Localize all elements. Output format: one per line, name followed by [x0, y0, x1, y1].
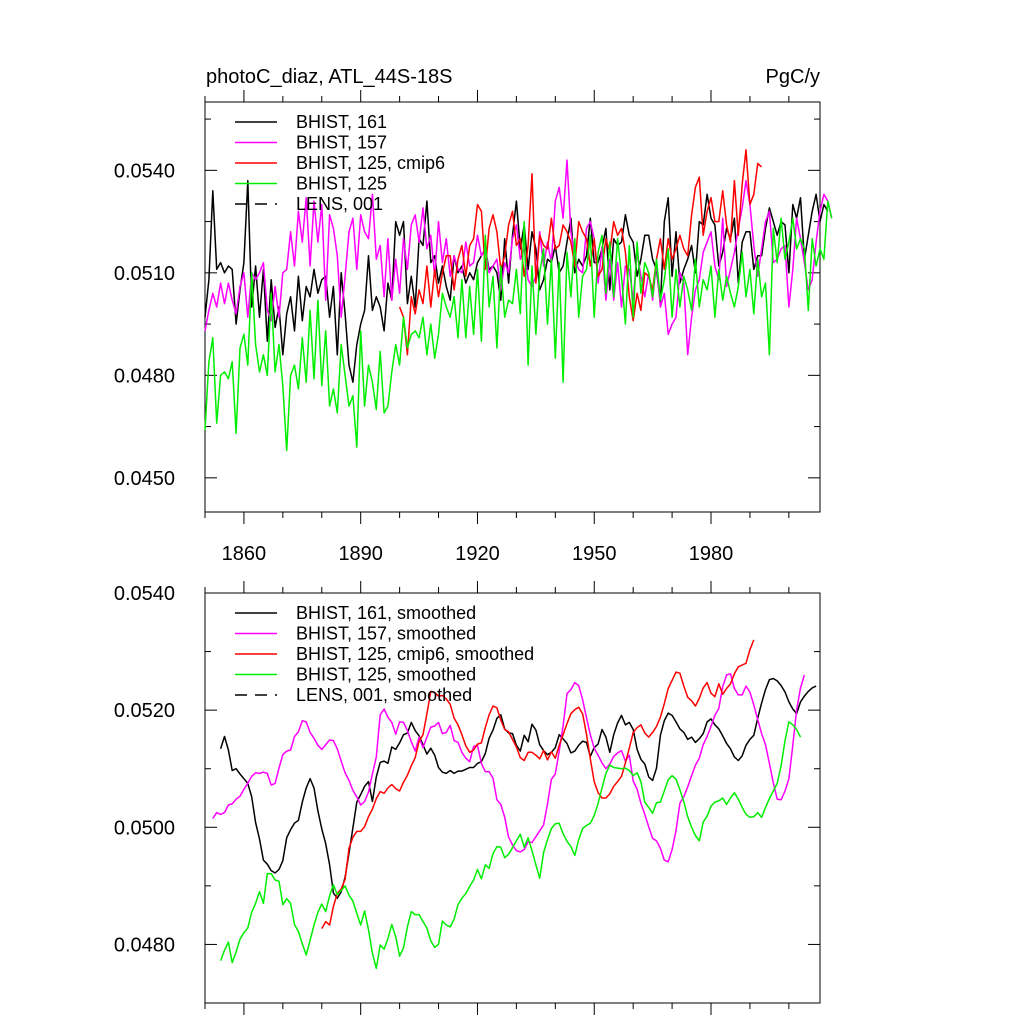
series-line	[212, 673, 806, 863]
y-tick-label: 0.0540	[114, 583, 175, 605]
x-tick-label: 1890	[338, 543, 383, 565]
units-label: PgC/y	[766, 66, 820, 88]
legend-label: BHIST, 125	[296, 174, 387, 194]
y-tick-label: 0.0480	[114, 934, 175, 956]
series-line	[398, 149, 763, 356]
series-line	[219, 721, 802, 970]
legend-label: BHIST, 125, cmip6	[296, 153, 445, 173]
legend-label: BHIST, 125, cmip6, smoothed	[296, 644, 534, 664]
series-group	[204, 149, 833, 452]
tick-group: 1860 1890 1920 1950 1980 0.0450 0.0480 0.0510 0.…	[114, 90, 820, 565]
y-tick-label: 0.0480	[114, 365, 175, 387]
series-line	[204, 200, 833, 452]
legend-label: BHIST, 157	[296, 133, 387, 153]
x-tick-label: 1920	[455, 543, 500, 565]
plot-frame	[204, 101, 821, 513]
legend-label: BHIST, 157, smoothed	[296, 624, 476, 644]
top-panel: photoC_diaz, ATL_44S-18S PgC/y 1860 1890 1…	[114, 66, 833, 565]
chart-title: photoC_diaz, ATL_44S-18S	[206, 66, 452, 88]
x-tick-label: 1950	[572, 543, 617, 565]
bottom-panel: 0.0480 0.0500 0.0520 0.0540 BHIST, 161, smo…	[114, 581, 821, 1015]
legend-label: BHIST, 125, smoothed	[296, 665, 476, 685]
legend-label: BHIST, 161	[296, 112, 387, 132]
series-group	[212, 639, 817, 970]
tick-group: 0.0480 0.0500 0.0520 0.0540	[114, 581, 820, 1015]
legend-label: LENS, 001	[296, 194, 383, 214]
y-tick-label: 0.0540	[114, 160, 175, 182]
series-line	[219, 677, 817, 899]
legend-label: LENS, 001, smoothed	[296, 685, 472, 705]
legend-label: BHIST, 161, smoothed	[296, 603, 476, 623]
x-tick-label: 1980	[689, 543, 734, 565]
y-tick-label: 0.0500	[114, 817, 175, 839]
y-tick-label: 0.0510	[114, 263, 175, 285]
y-tick-label: 0.0520	[114, 700, 175, 722]
series-line	[321, 639, 755, 929]
x-tick-label: 1860	[222, 543, 267, 565]
plot-frame	[204, 592, 821, 1004]
y-tick-label: 0.0450	[114, 468, 175, 490]
